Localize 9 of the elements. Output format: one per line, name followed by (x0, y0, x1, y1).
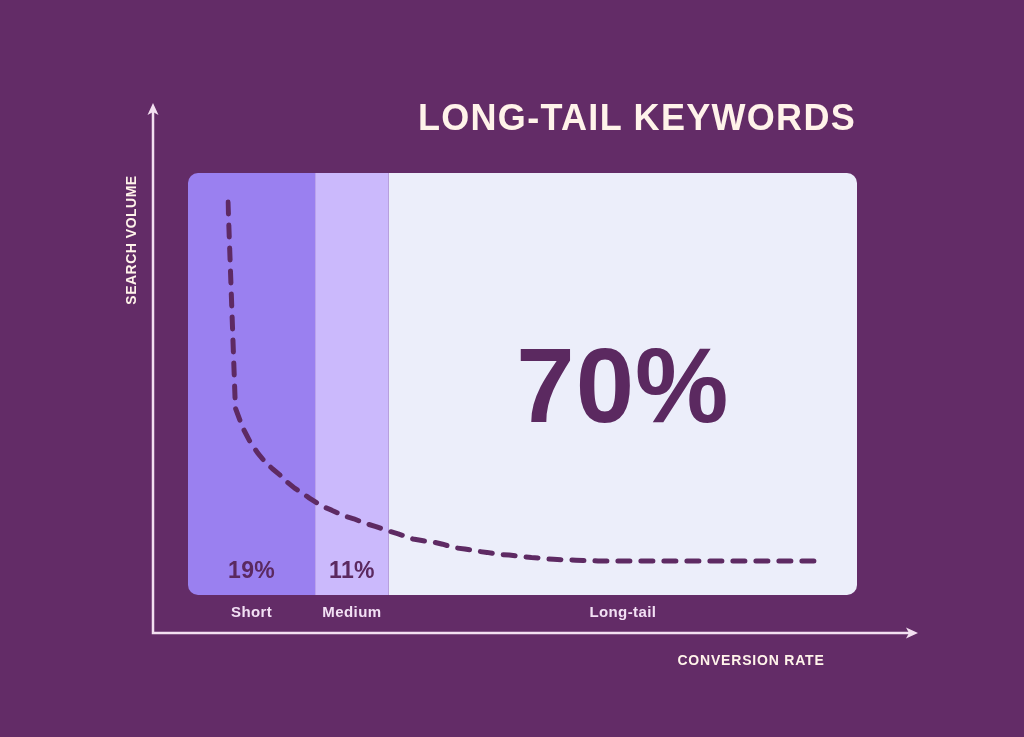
data-label: 19% (228, 557, 276, 584)
series-label: Medium (322, 603, 382, 620)
y-axis-title: SEARCH VOLUME (123, 175, 139, 305)
series-label: Short (230, 603, 273, 620)
series-label: Long-tail (589, 603, 657, 620)
x-axis-title: CONVERSION RATE (677, 652, 825, 668)
data-label: 70% (516, 326, 730, 444)
data-label: 11% (329, 557, 375, 584)
chart-title: LONG-TAIL KEYWORDS (417, 97, 857, 138)
